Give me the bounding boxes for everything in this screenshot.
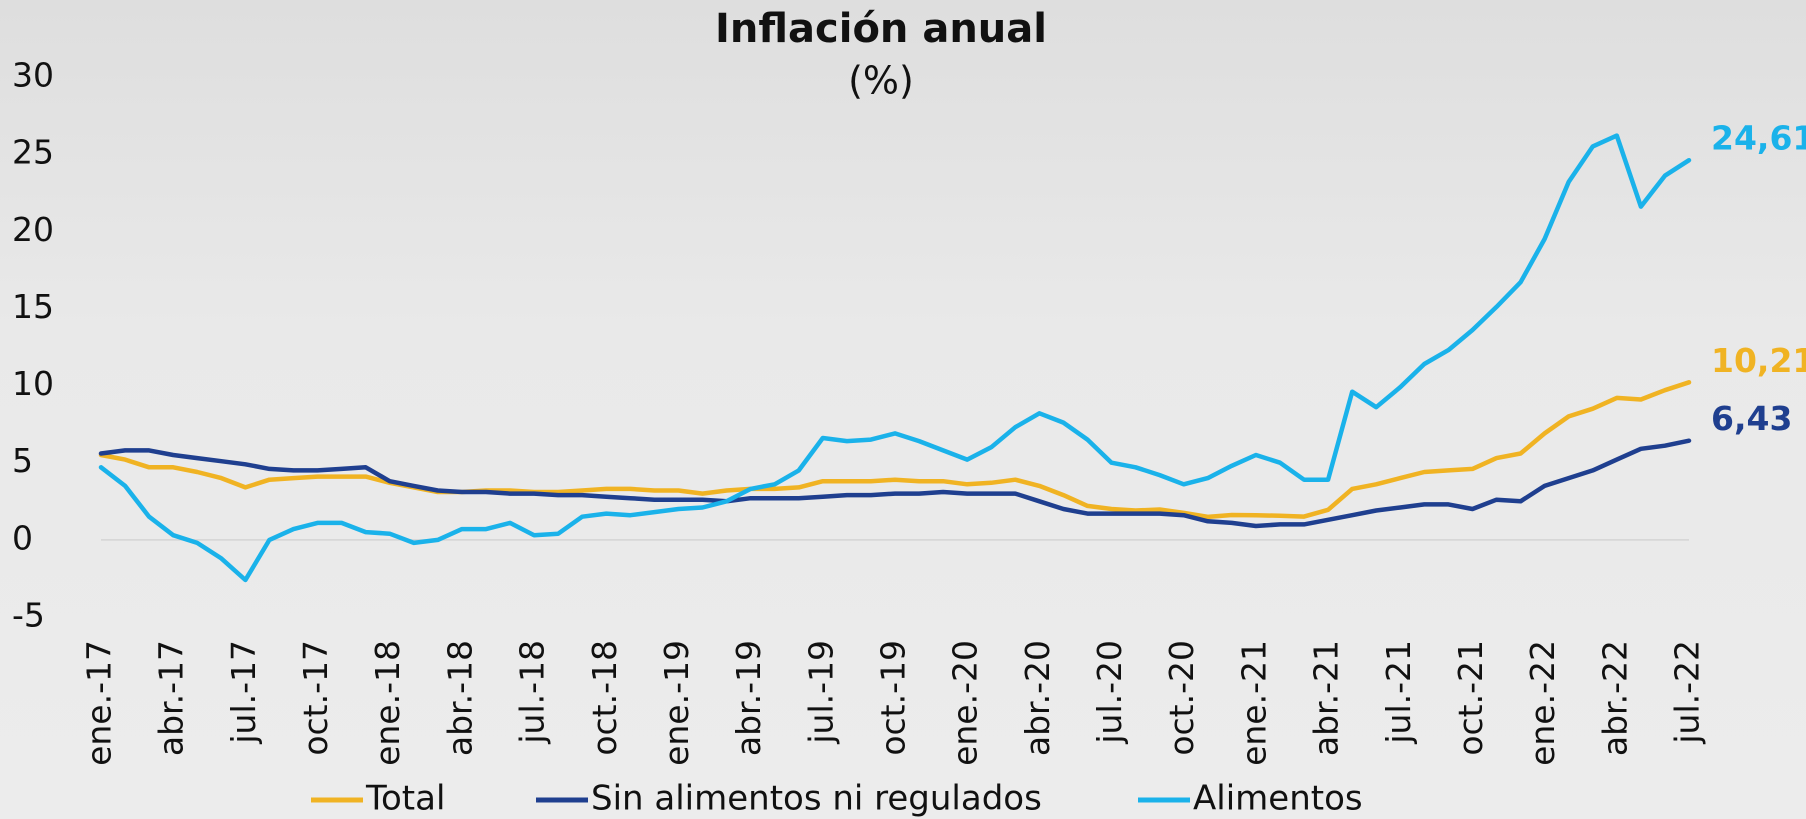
- x-tick-label: jul.-19: [801, 640, 840, 745]
- y-tick-label: -5: [12, 596, 45, 635]
- x-tick-label: jul.-21: [1379, 640, 1418, 745]
- x-tick-label: ene.-20: [946, 640, 985, 766]
- y-tick-label: 20: [12, 210, 54, 249]
- x-tick-label: abr.-22: [1595, 640, 1634, 756]
- y-tick-label: 0: [12, 518, 33, 557]
- x-tick-label: ene.-21: [1234, 640, 1273, 766]
- value-label: 10,21: [1711, 341, 1806, 380]
- x-tick-label: abr.-17: [152, 640, 191, 756]
- y-tick-label: 15: [12, 287, 54, 326]
- x-tick-label: ene.-19: [657, 640, 696, 766]
- legend-label: Alimentos: [1193, 779, 1363, 819]
- x-tick-label: ene.-17: [80, 640, 119, 766]
- x-tick-label: oct.-18: [585, 640, 624, 756]
- x-tick-label: abr.-21: [1307, 640, 1346, 756]
- legend-label: Total: [365, 779, 445, 819]
- series-line: [98, 438, 1692, 529]
- x-tick-label: abr.-18: [440, 640, 479, 756]
- y-tick-label: 30: [12, 56, 54, 95]
- x-tick-label: jul.-17: [224, 640, 263, 745]
- y-tick-label: 10: [12, 364, 54, 403]
- x-tick-label: abr.-19: [729, 640, 768, 756]
- value-label: 6,43: [1711, 399, 1792, 438]
- y-tick-label: 25: [12, 133, 54, 172]
- x-tick-label: jul.-18: [513, 640, 552, 745]
- x-tick-label: abr.-20: [1018, 640, 1057, 756]
- x-tick-label: oct.-20: [1162, 640, 1201, 756]
- x-tick-label: ene.-22: [1523, 640, 1562, 766]
- value-label: 24,61: [1711, 119, 1806, 158]
- chart-title: Inflación anual: [715, 6, 1047, 52]
- x-tick-label: oct.-19: [874, 640, 913, 756]
- legend-label: Sin alimentos ni regulados: [591, 779, 1042, 819]
- x-tick-label: jul.-20: [1090, 640, 1129, 745]
- x-tick-label: oct.-17: [296, 640, 335, 756]
- x-tick-label: jul.-22: [1668, 640, 1707, 745]
- x-tick-label: oct.-21: [1451, 640, 1490, 756]
- series-line: [98, 133, 1692, 583]
- series-line: [98, 380, 1692, 520]
- chart-subtitle: (%): [848, 59, 914, 103]
- x-tick-label: ene.-18: [368, 640, 407, 766]
- y-tick-label: 5: [12, 441, 33, 480]
